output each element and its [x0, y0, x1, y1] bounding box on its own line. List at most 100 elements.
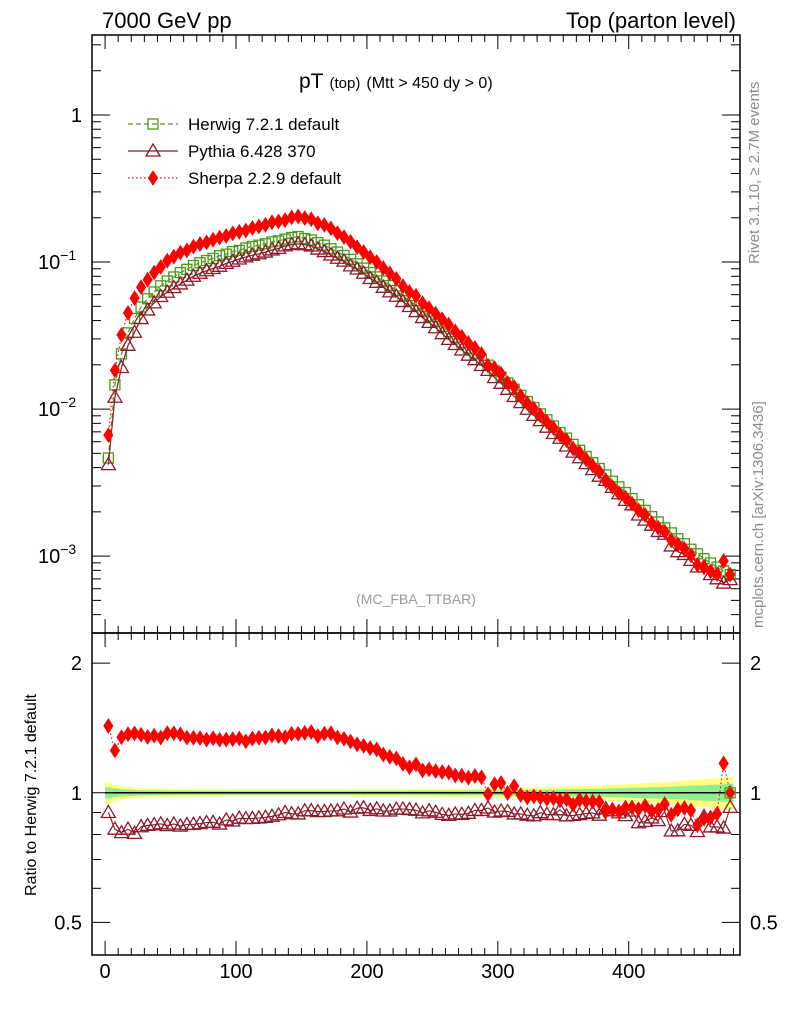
data-point: [325, 243, 337, 255]
data-point: [103, 427, 114, 444]
data-point: [266, 236, 278, 248]
data-point: [312, 215, 323, 232]
ratio-point: [574, 791, 585, 808]
data-point: [113, 359, 130, 374]
data-point: [109, 362, 121, 379]
ratio-point: [502, 785, 513, 801]
data-point: [250, 245, 268, 260]
ratio-point: [692, 817, 703, 834]
data-point: [427, 319, 444, 334]
data-point: [316, 243, 333, 258]
ratio-point: [476, 769, 487, 786]
data-point: [303, 237, 320, 252]
ratio-point: [224, 812, 241, 827]
data-point: [309, 240, 326, 255]
ratio-point: [100, 804, 117, 819]
data-point: [178, 271, 196, 286]
ratio-point: [584, 804, 601, 819]
ratio-point: [460, 805, 477, 819]
y-tick-label: 1: [71, 105, 82, 127]
data-point: [659, 523, 670, 540]
ratio-point: [715, 819, 732, 834]
data-point: [581, 451, 592, 468]
data-point: [368, 274, 385, 288]
ratio-point: [437, 764, 448, 781]
data-point: [322, 246, 340, 261]
data-point: [165, 279, 182, 294]
data-point: [149, 264, 160, 281]
ratio-point: [273, 728, 284, 745]
data-point: [231, 250, 248, 265]
ratio-point: [564, 807, 582, 822]
data-point: [708, 570, 726, 585]
rivet-version-label: Rivet 3.1.10, ≥ 2.7M events: [746, 82, 763, 265]
ratio-point: [329, 802, 346, 817]
plot-title: pT (top) (Mtt > 450 dy > 0): [299, 70, 493, 93]
data-point: [227, 245, 239, 258]
data-point: [253, 239, 265, 251]
ratio-point: [509, 778, 520, 795]
data-point: [384, 265, 395, 282]
data-point: [135, 279, 147, 296]
data-point: [456, 328, 467, 345]
ratio-point: [266, 727, 278, 744]
ratio-y-tick-label-right: 0.5: [750, 912, 778, 934]
ratio-y-axis-label: Ratio to Herwig 7.2.1 default: [23, 694, 40, 896]
ratio-point: [407, 801, 425, 816]
ratio-point: [479, 799, 497, 814]
data-point: [414, 309, 431, 324]
ratio-point: [659, 796, 670, 813]
ratio-point: [626, 799, 638, 816]
ratio-point: [447, 805, 464, 820]
ratio-point: [430, 763, 441, 780]
data-point: [207, 252, 219, 265]
ratio-point: [146, 816, 163, 831]
data-point: [463, 335, 474, 351]
ratio-point: [181, 729, 193, 746]
data-point: [423, 300, 435, 317]
ratio-point: [129, 725, 140, 742]
ratio-y-tick-label: 0.5: [54, 912, 82, 934]
data-point: [139, 301, 156, 316]
ratio-point: [440, 807, 457, 822]
ratio-point: [159, 817, 176, 832]
plot-title-cuts: (Mtt > 450 dy > 0): [366, 75, 492, 92]
header-process-label: Top (parton level): [566, 8, 736, 33]
data-point: [437, 311, 448, 328]
data-point: [558, 437, 575, 452]
ratio-panel-frame: [91, 632, 741, 956]
ratio-point: [106, 820, 124, 835]
data-point: [440, 331, 457, 346]
data-point: [218, 255, 235, 270]
ratio-point: [453, 806, 470, 821]
ratio-y-tick-label-right: 2: [750, 653, 761, 675]
x-tick-label: 200: [350, 961, 383, 983]
data-point: [401, 298, 418, 313]
ratio-point: [185, 815, 202, 830]
data-point: [283, 236, 300, 251]
data-point: [509, 379, 520, 395]
data-point: [718, 553, 729, 569]
data-point: [362, 270, 379, 285]
data-point: [679, 540, 690, 557]
ratio-point: [499, 803, 516, 818]
ratio-point: [666, 806, 677, 823]
data-point: [711, 566, 723, 583]
data-point: [636, 511, 654, 526]
y-tick-label: 10−3: [38, 541, 76, 568]
ratio-point: [381, 802, 398, 817]
data-point: [391, 270, 402, 287]
ratio-point: [342, 803, 359, 818]
data-point: [528, 400, 539, 417]
data-point: [495, 365, 507, 382]
ratio-point: [548, 790, 559, 807]
ratio-point: [368, 800, 385, 815]
data-point: [198, 262, 215, 277]
ratio-point: [113, 824, 130, 839]
legend-marker: [147, 118, 159, 130]
data-point: [342, 257, 359, 272]
ratio-point: [724, 787, 736, 799]
data-point: [270, 240, 287, 255]
ratio-point: [119, 820, 137, 835]
